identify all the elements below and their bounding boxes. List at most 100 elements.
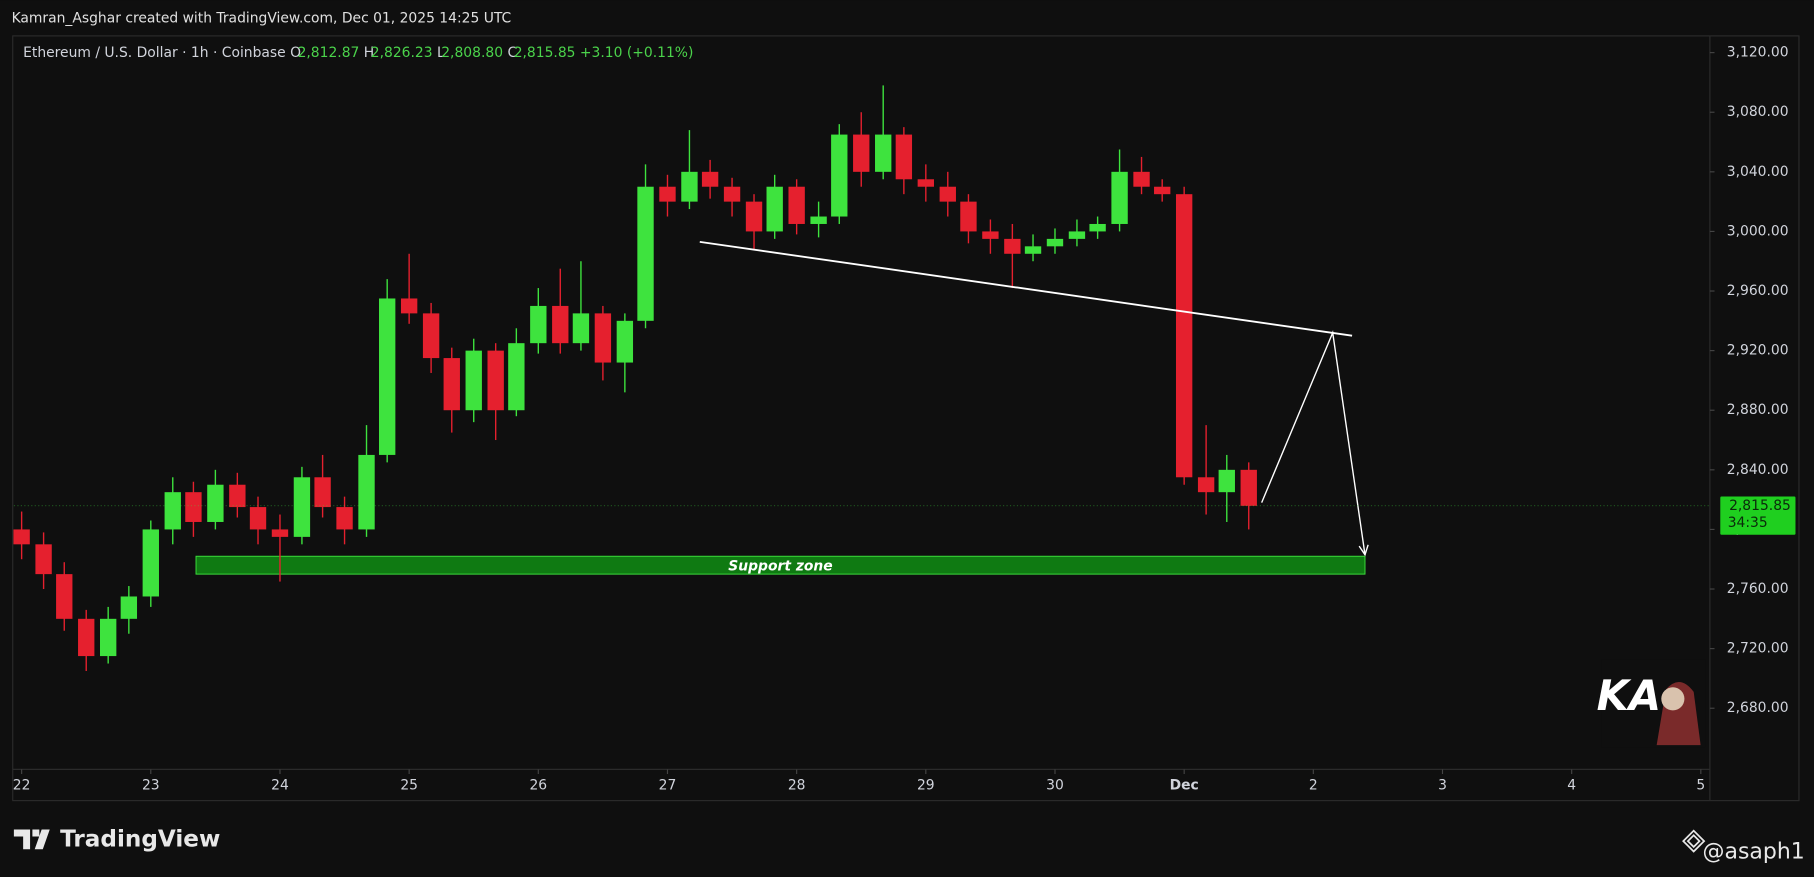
support-zone-label: Support zone xyxy=(728,558,832,574)
change: +3.10 (+0.11%) xyxy=(580,45,693,61)
candle-body xyxy=(1240,469,1257,506)
price-tag xyxy=(1720,496,1796,535)
credit: Kamran_Asghar created with TradingView.c… xyxy=(12,11,512,27)
y-tick-label: 3,120.00 xyxy=(1727,45,1789,61)
candle-body xyxy=(35,544,52,575)
candle-body xyxy=(1068,231,1086,239)
h-value: 2,826.23 xyxy=(371,45,433,61)
candle-body xyxy=(788,186,805,224)
o-label: O xyxy=(290,45,301,61)
candle-body xyxy=(853,134,870,172)
footer-brand: TradingView xyxy=(13,826,220,852)
candle-body xyxy=(875,134,892,172)
y-tick-label: 3,000.00 xyxy=(1727,223,1789,239)
h-label: H xyxy=(364,45,374,61)
candle-body xyxy=(443,358,460,411)
candle-body xyxy=(314,477,331,508)
l-label: L xyxy=(437,45,445,61)
candle-body xyxy=(142,529,159,597)
candle-body xyxy=(229,484,246,508)
candle-body xyxy=(960,201,977,232)
candle-body xyxy=(1218,469,1235,493)
candle-body xyxy=(1133,171,1150,187)
candle-body xyxy=(766,186,783,232)
x-tick-label: 2 xyxy=(1309,778,1318,794)
x-tick-label: 5 xyxy=(1696,778,1705,794)
trendline xyxy=(699,240,1353,337)
l-value: 2,808.80 xyxy=(441,45,503,61)
candle-body xyxy=(659,186,676,202)
y-tick-label: 3,080.00 xyxy=(1727,104,1789,120)
candle-body xyxy=(831,134,848,217)
x-tick-label: 4 xyxy=(1567,778,1576,794)
x-tick-label: 28 xyxy=(788,778,806,794)
x-tick-label: 22 xyxy=(13,778,31,794)
candle-body xyxy=(249,507,267,530)
logo-face xyxy=(1661,687,1685,711)
candle-body xyxy=(1024,246,1042,254)
arrow-head xyxy=(1358,544,1369,557)
symbol-title: Ethereum / U.S. Dollar · 1h · Coinbase xyxy=(23,45,286,61)
legend: Ethereum / U.S. Dollar · 1h · Coinbase O… xyxy=(23,45,693,61)
candle-body xyxy=(745,201,763,232)
candle-body xyxy=(271,529,289,537)
plot: 2,680.002,720.002,760.002,800.002,840.00… xyxy=(13,45,1796,794)
candle-body xyxy=(895,134,913,180)
x-tick-label: 3 xyxy=(1438,778,1447,794)
candle-body xyxy=(56,574,73,619)
logo-text: KA xyxy=(1597,671,1661,720)
support-zone xyxy=(195,555,1366,575)
candle-body xyxy=(1004,238,1021,254)
candle-body xyxy=(400,298,418,314)
candle-body xyxy=(917,179,935,187)
candle-body xyxy=(723,186,741,202)
y-tick-label: 2,920.00 xyxy=(1727,343,1789,359)
y-tick-label: 2,720.00 xyxy=(1727,641,1789,657)
candle-body xyxy=(1089,223,1106,232)
y-tick-label: 2,880.00 xyxy=(1727,402,1789,418)
x-tick-label: 23 xyxy=(142,778,160,794)
o-value: 2,812.87 xyxy=(298,45,360,61)
y-tick-label: 3,040.00 xyxy=(1727,164,1789,180)
logo: KA xyxy=(1597,659,1706,748)
candle-body xyxy=(681,171,698,202)
candle-body xyxy=(616,320,634,363)
candle-body xyxy=(1046,238,1064,247)
candle-body xyxy=(99,618,117,657)
candle-body xyxy=(207,484,224,522)
x-tick-label: 26 xyxy=(529,778,547,794)
candle-body xyxy=(379,298,396,455)
candle-body xyxy=(1175,194,1193,478)
candle-body xyxy=(465,350,482,411)
c-value: 2,815.85 xyxy=(514,45,576,61)
candle-body xyxy=(487,350,504,411)
price-tag-countdown: 34:35 xyxy=(1728,515,1768,531)
candle-body xyxy=(810,216,827,224)
candle-body xyxy=(552,305,569,344)
x-tick-label: 25 xyxy=(400,778,418,794)
x-tick-label: 24 xyxy=(271,778,289,794)
y-tick-label: 2,760.00 xyxy=(1727,581,1789,597)
brand: TradingView xyxy=(60,826,220,852)
candle-body xyxy=(1154,186,1171,195)
candle-body xyxy=(508,343,525,411)
y-tick-label: 2,680.00 xyxy=(1727,700,1789,716)
candle-body xyxy=(530,305,547,344)
candle-body xyxy=(78,618,95,657)
candle-body xyxy=(939,186,956,202)
candle-body xyxy=(422,313,440,359)
y-tick-label: 2,960.00 xyxy=(1727,283,1789,299)
y-tick-label: 2,840.00 xyxy=(1727,462,1789,478)
candle-body xyxy=(701,171,719,187)
brand-icon xyxy=(13,829,50,850)
candle-body xyxy=(120,596,138,619)
candle-body xyxy=(1197,477,1215,493)
candle-body xyxy=(185,492,202,522)
candle-body xyxy=(358,454,375,530)
candle-body xyxy=(336,507,353,530)
x-tick-label: Dec xyxy=(1170,778,1199,794)
candle-body xyxy=(594,313,612,363)
projection-arrow xyxy=(1261,330,1366,555)
